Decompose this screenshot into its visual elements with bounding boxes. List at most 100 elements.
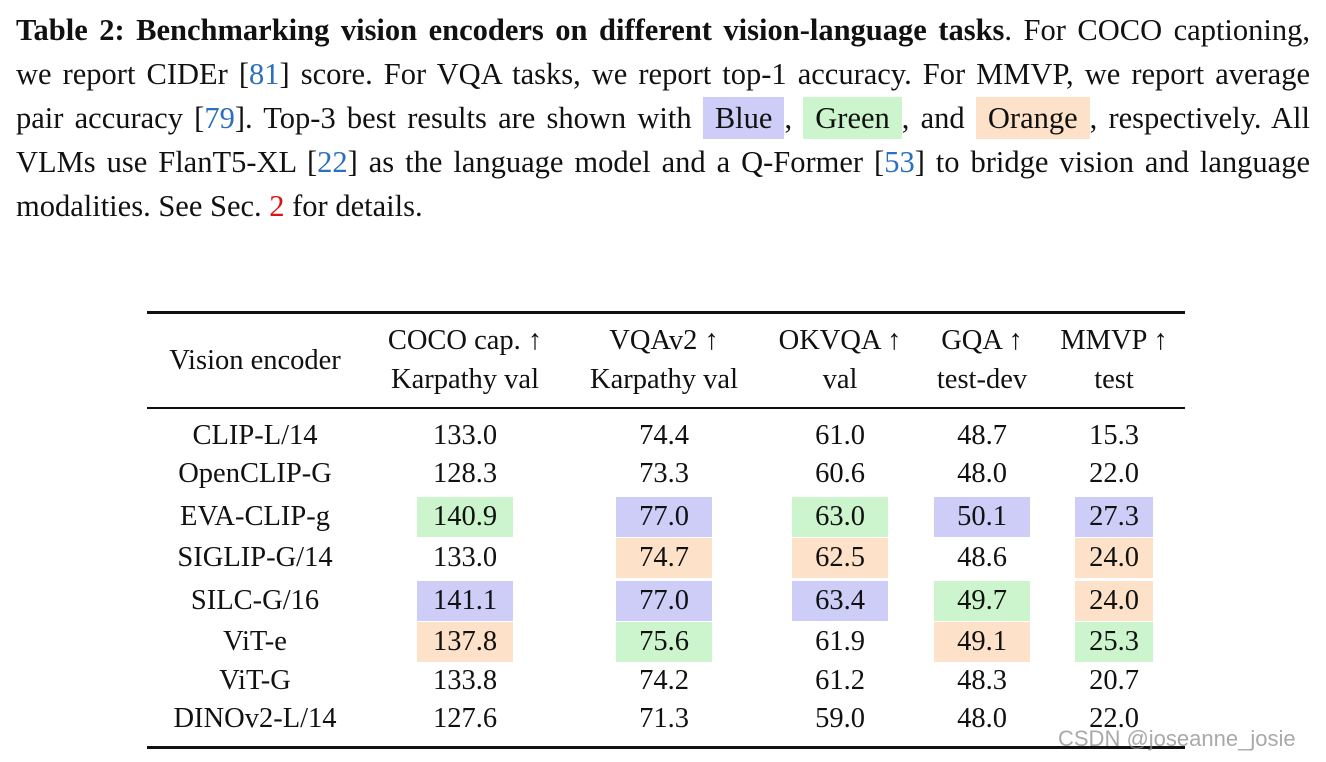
row-label: EVA-CLIP-g [180, 501, 330, 532]
header-cell: COCO cap. ↑ [387, 325, 543, 356]
highlight-box [1075, 538, 1153, 578]
highlight-box [792, 538, 888, 578]
highlight-box [934, 497, 1030, 537]
table-cell: 61.9 [815, 626, 865, 657]
table-cell: 75.6 [639, 626, 689, 657]
table-cell: 61.2 [815, 665, 865, 696]
highlight-box [1075, 581, 1153, 621]
caption-text: ] to bridge vision and language modaliti… [16, 145, 1310, 223]
highlight-word: Orange [975, 97, 1090, 139]
header-subcell: test-dev [936, 364, 1028, 395]
table-cell: 59.0 [815, 703, 865, 734]
header-subcell: val [822, 364, 858, 395]
table-cell: 24.0 [1089, 542, 1139, 573]
table-cell: 50.1 [957, 501, 1007, 532]
table-cell: 73.3 [639, 458, 689, 489]
table-cell: 133.0 [432, 542, 498, 573]
table-cell: 48.6 [957, 542, 1007, 573]
section-ref: 2 [269, 189, 285, 223]
table-cell: 62.5 [815, 542, 865, 573]
table-cell: 74.7 [639, 542, 689, 573]
table-cell: 137.8 [432, 626, 498, 657]
caption-text: Table 2: Benchmarking vision encoders on… [16, 13, 1005, 47]
watermark: CSDN @joseanne_josie [1058, 726, 1296, 751]
caption-text: , and [901, 101, 976, 135]
table-cell: 49.1 [957, 626, 1007, 657]
table-cell: 48.0 [957, 703, 1007, 734]
highlight-box [616, 538, 712, 578]
header-cell: Vision encoder [169, 345, 341, 376]
caption-text: for details. [284, 189, 423, 223]
table-cell: 77.0 [639, 501, 689, 532]
citation: 22 [317, 145, 348, 179]
table-cell: 48.0 [957, 458, 1007, 489]
header-subcell: test [1094, 364, 1134, 395]
row-label: ViT-G [219, 665, 291, 696]
top-rule [147, 311, 1185, 314]
row-label: ViT-e [223, 626, 287, 657]
table-cell: 77.0 [639, 585, 689, 616]
header-subcell: Karpathy val [590, 364, 738, 395]
header-cell: VQAv2 ↑ [609, 325, 719, 356]
table-cell: 63.0 [815, 501, 865, 532]
highlight-box [792, 497, 888, 537]
caption-text: ]. Top-3 best results are shown with [234, 101, 703, 135]
row-label: CLIP-L/14 [192, 420, 318, 451]
bottom-rule [147, 746, 1185, 749]
table-cell: 20.7 [1089, 665, 1139, 696]
highlight-box [417, 622, 513, 662]
citation: 53 [884, 145, 915, 179]
table-cell: 61.0 [815, 420, 865, 451]
header-cell: OKVQA ↑ [778, 325, 902, 356]
highlight-box [616, 622, 712, 662]
table-cell: 133.8 [432, 665, 498, 696]
highlight-box [934, 622, 1030, 662]
caption-text: , [784, 101, 793, 135]
mid-rule [147, 407, 1185, 409]
caption-text: ] as the language model and a Q-Former [ [347, 145, 885, 179]
table-cell: 49.7 [957, 585, 1007, 616]
table-cell: 133.0 [432, 420, 498, 451]
table-cell: 25.3 [1089, 626, 1139, 657]
table-cell: 127.6 [432, 703, 498, 734]
table-cell: 48.3 [957, 665, 1007, 696]
header-subcell: Karpathy val [391, 364, 539, 395]
caption: Table 2: Benchmarking vision encoders on… [16, 8, 1310, 228]
table-cell: 74.4 [639, 420, 689, 451]
highlight-box [417, 497, 513, 537]
row-label: OpenCLIP-G [178, 458, 332, 489]
table-cell: 74.2 [639, 665, 689, 696]
citation: 81 [249, 57, 280, 91]
table-cell: 63.4 [815, 585, 865, 616]
table-cell: 128.3 [432, 458, 498, 489]
table-cell: 15.3 [1089, 420, 1139, 451]
row-label: DINOv2-L/14 [173, 703, 337, 734]
header-cell: GQA ↑ [941, 325, 1023, 356]
header-cell: MMVP ↑ [1060, 325, 1168, 356]
table-cell: 22.0 [1089, 703, 1139, 734]
highlight-box [1075, 497, 1153, 537]
citation: 79 [204, 101, 235, 135]
highlight-word: Blue [702, 97, 785, 139]
highlight-box [616, 497, 712, 537]
highlight-box [417, 581, 513, 621]
table-cell: 71.3 [639, 703, 689, 734]
row-label: SIGLIP-G/14 [177, 542, 333, 573]
highlight-box [934, 581, 1030, 621]
table-cell: 27.3 [1089, 501, 1139, 532]
highlight-box [616, 581, 712, 621]
highlight-box [792, 581, 888, 621]
table-cell: 140.9 [432, 501, 498, 532]
table-cell: 48.7 [957, 420, 1007, 451]
caption-text: ] score. For VQA tasks, we report top-1 … [16, 57, 1311, 135]
highlight-box [1075, 622, 1153, 662]
caption-text: . For COCO captioning, we report CIDEr [ [16, 13, 1310, 91]
caption-text: , respectively. All VLMs use FlanT5-XL [ [16, 101, 1310, 179]
table-cell: 24.0 [1089, 585, 1139, 616]
table-cell: 22.0 [1089, 458, 1139, 489]
table-cell: 141.1 [432, 585, 498, 616]
highlight-word: Green [803, 97, 902, 139]
row-label: SILC-G/16 [190, 585, 320, 616]
